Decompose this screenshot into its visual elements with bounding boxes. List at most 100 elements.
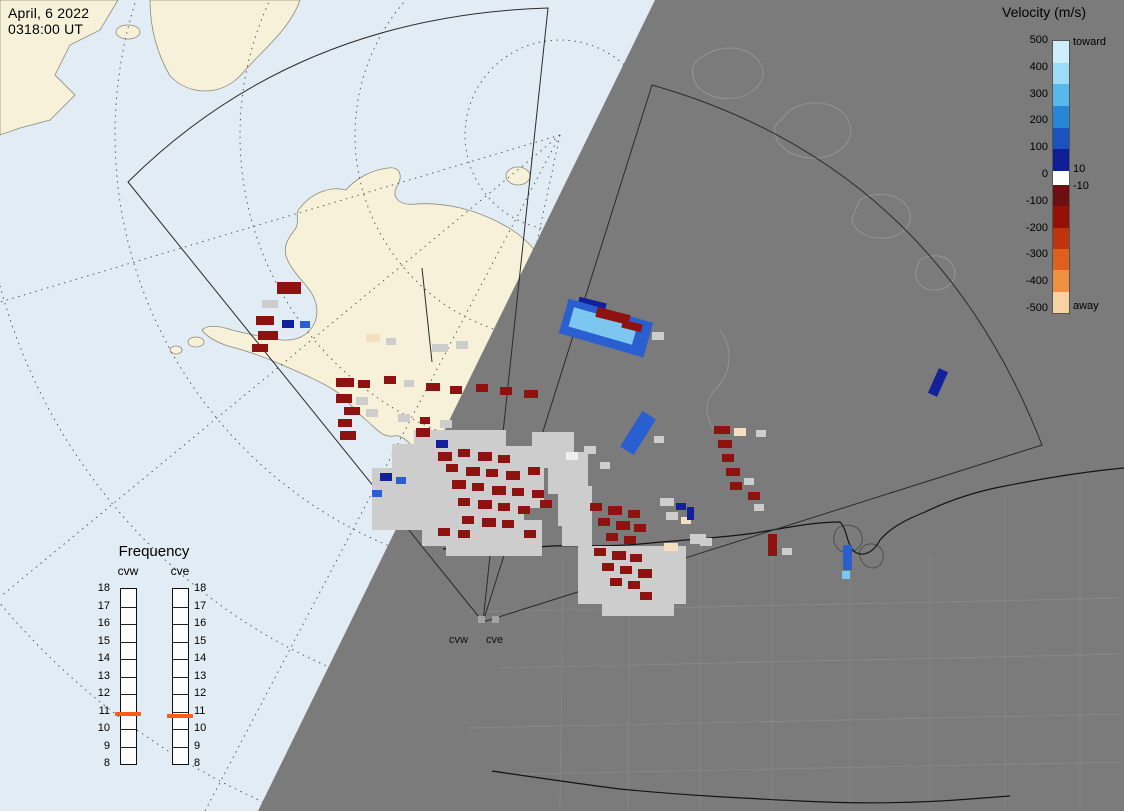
velocity-cell <box>438 528 450 536</box>
velocity-cell <box>466 467 480 476</box>
velocity-cell <box>843 545 852 570</box>
frequency-tick-label: 14 <box>194 652 207 664</box>
velocity-away-segment <box>1053 248 1069 271</box>
velocity-cell <box>478 616 485 623</box>
velocity-cell <box>492 616 499 623</box>
velocity-cell <box>398 414 410 422</box>
velocity-cell <box>344 407 360 415</box>
frequency-scale-step <box>173 641 188 660</box>
frequency-tick-label: 11 <box>194 704 206 717</box>
velocity-colorbar <box>1052 40 1070 314</box>
frequency-tick-label: 14 <box>97 652 110 664</box>
velocity-cell <box>756 430 766 437</box>
frequency-scale-step <box>173 676 188 695</box>
frequency-scale-cve <box>172 588 189 765</box>
velocity-cell <box>540 500 552 508</box>
alaska-canada-border <box>421 267 433 363</box>
velocity-cell <box>676 503 686 510</box>
velocity-cell <box>256 316 274 325</box>
frequency-tick-label: 15 <box>194 634 207 647</box>
velocity-tick-label: 0 <box>1041 168 1048 180</box>
frequency-scale-cvw <box>120 588 137 765</box>
frequency-tick-label: 9 <box>194 739 201 752</box>
velocity-cell <box>498 503 510 511</box>
velocity-cell <box>384 376 396 384</box>
velocity-cell <box>598 518 610 526</box>
velocity-cell <box>380 473 392 481</box>
velocity-tick-label: -300 <box>1025 248 1048 261</box>
velocity-toward-segment <box>1053 127 1069 150</box>
velocity-cell <box>358 380 370 388</box>
velocity-cell <box>450 386 462 394</box>
frequency-scale-step <box>121 589 136 607</box>
velocity-away-segment <box>1053 206 1069 228</box>
velocity-cell <box>927 368 949 397</box>
radar-site-cvw-label: cvw <box>449 634 468 646</box>
velocity-cell <box>652 560 678 578</box>
frequency-scale-step <box>173 729 188 747</box>
frequency-tick-label: 17 <box>194 599 207 612</box>
frequency-scale-step <box>173 606 188 625</box>
land-alaska <box>169 166 549 455</box>
velocity-cell <box>426 383 440 391</box>
velocity-toward-segment <box>1053 105 1069 128</box>
frequency-tick-label: 10 <box>194 722 207 734</box>
velocity-cell <box>628 510 640 518</box>
velocity-cell <box>624 536 636 544</box>
velocity-cell <box>634 524 646 532</box>
frequency-tick-label: 8 <box>103 757 110 769</box>
frequency-tick-label: 16 <box>194 617 207 629</box>
velocity-cell <box>446 464 458 472</box>
velocity-cell <box>658 588 668 595</box>
velocity-away-segment <box>1053 291 1069 313</box>
velocity-cell <box>372 490 382 497</box>
velocity-cell <box>340 431 356 440</box>
velocity-cell <box>660 498 674 506</box>
velocity-cell <box>730 482 742 490</box>
velocity-cell <box>486 469 498 477</box>
velocity-tick-minus10: -10 <box>1073 180 1089 192</box>
frequency-tick-label: 16 <box>97 617 110 629</box>
great-lakes <box>833 524 884 569</box>
frequency-marker-cvw <box>115 712 141 716</box>
velocity-cell <box>524 390 538 398</box>
frequency-scale-step <box>173 589 188 607</box>
velocity-cell <box>652 332 664 340</box>
velocity-cell <box>562 508 592 546</box>
velocity-toward-segment <box>1053 149 1069 171</box>
velocity-cell <box>478 452 492 461</box>
velocity-cell <box>524 530 536 538</box>
velocity-cell <box>478 500 492 509</box>
velocity-toward-segment <box>1053 41 1069 63</box>
velocity-tick-label: 200 <box>1029 114 1048 127</box>
velocity-cell <box>432 344 448 352</box>
frequency-scale-step <box>121 606 136 625</box>
velocity-cells <box>252 282 949 623</box>
frequency-scale-step <box>121 676 136 695</box>
velocity-cell <box>595 307 631 325</box>
frequency-tick-label: 17 <box>97 599 110 612</box>
velocity-cell <box>621 319 643 333</box>
frequency-scale-step <box>173 659 188 677</box>
velocity-cell <box>476 384 488 392</box>
frequency-column-cve-label: cve <box>170 564 190 578</box>
velocity-cell <box>734 428 746 436</box>
velocity-cell <box>628 581 640 589</box>
velocity-cell <box>718 440 732 448</box>
velocity-cell <box>610 578 622 586</box>
velocity-away-segment <box>1053 270 1069 292</box>
velocity-cell <box>722 454 734 462</box>
velocity-cell <box>518 506 530 514</box>
velocity-cell <box>506 471 520 480</box>
observation-date: April, 6 2022 <box>8 5 90 21</box>
velocity-cell <box>482 518 496 527</box>
velocity-cell <box>681 517 691 524</box>
velocity-away-segment <box>1053 227 1069 249</box>
velocity-cell <box>726 468 740 476</box>
velocity-cell <box>714 426 730 434</box>
velocity-cell <box>606 533 618 541</box>
velocity-cell <box>594 548 606 556</box>
velocity-cell <box>282 320 294 328</box>
velocity-tick-label: -500 <box>1025 302 1048 314</box>
velocity-cell <box>754 504 764 511</box>
